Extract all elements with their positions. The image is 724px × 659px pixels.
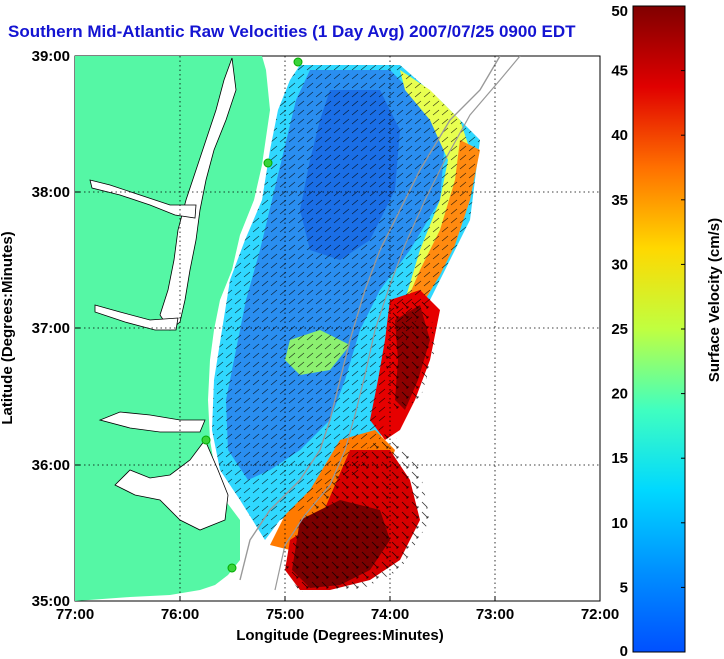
colorbar-tick-label: 35 <box>611 192 628 209</box>
colorbar-tick-label: 45 <box>611 63 628 80</box>
colorbar-tick-label: 50 <box>611 3 628 20</box>
x-tick-label: 75:00 <box>266 606 304 623</box>
colorbar-tick-label: 25 <box>611 321 628 338</box>
colorbar-tick-label: 0 <box>620 643 628 659</box>
colorbar-tick-label: 15 <box>611 450 628 467</box>
chart-title: Southern Mid-Atlantic Raw Velocities (1 … <box>8 22 576 41</box>
y-tick-label: 39:00 <box>32 48 70 65</box>
y-tick-label: 37:00 <box>32 320 70 337</box>
colorbar-tick-label: 40 <box>611 127 628 144</box>
y-tick-label: 36:00 <box>32 457 70 474</box>
x-tick-label: 74:00 <box>371 606 409 623</box>
y-tick-label: 38:00 <box>32 184 70 201</box>
bathymetry-contour <box>274 56 521 591</box>
colorbar-tick-label: 5 <box>620 579 628 596</box>
colorbar-label: Surface Velocity (cm/s) <box>706 218 723 382</box>
axis-ticks <box>75 191 496 601</box>
site-marker <box>201 435 211 445</box>
colorbar-tick-label: 10 <box>611 515 628 532</box>
x-tick-label: 72:00 <box>581 606 619 623</box>
y-tick-label: 35:00 <box>32 593 70 610</box>
potomac-river <box>89 179 197 219</box>
site-marker <box>293 57 303 67</box>
colorbar-tick-label: 30 <box>611 256 628 273</box>
pamlico-sound <box>114 439 229 531</box>
colorbar-ticks: 0 5 10 15 20 25 30 35 40 45 50 <box>611 3 685 659</box>
site-marker <box>227 563 237 573</box>
bathymetry-contour <box>239 56 501 581</box>
grid-lines <box>75 56 600 601</box>
colorbar-tick-label: 20 <box>611 386 628 403</box>
velocity-arrows-strong <box>285 300 435 592</box>
albemarle-sound <box>98 411 206 433</box>
x-tick-label: 77:00 <box>56 606 94 623</box>
x-tick-label: 73:00 <box>476 606 514 623</box>
x-tick-label: 76:00 <box>161 606 199 623</box>
site-marker <box>263 158 273 168</box>
y-axis-title: Latitude (Degrees:Minutes) <box>0 231 16 424</box>
colorbar <box>632 5 686 653</box>
x-axis-title: Longitude (Degrees:Minutes) <box>236 627 444 644</box>
james-river <box>94 304 179 331</box>
